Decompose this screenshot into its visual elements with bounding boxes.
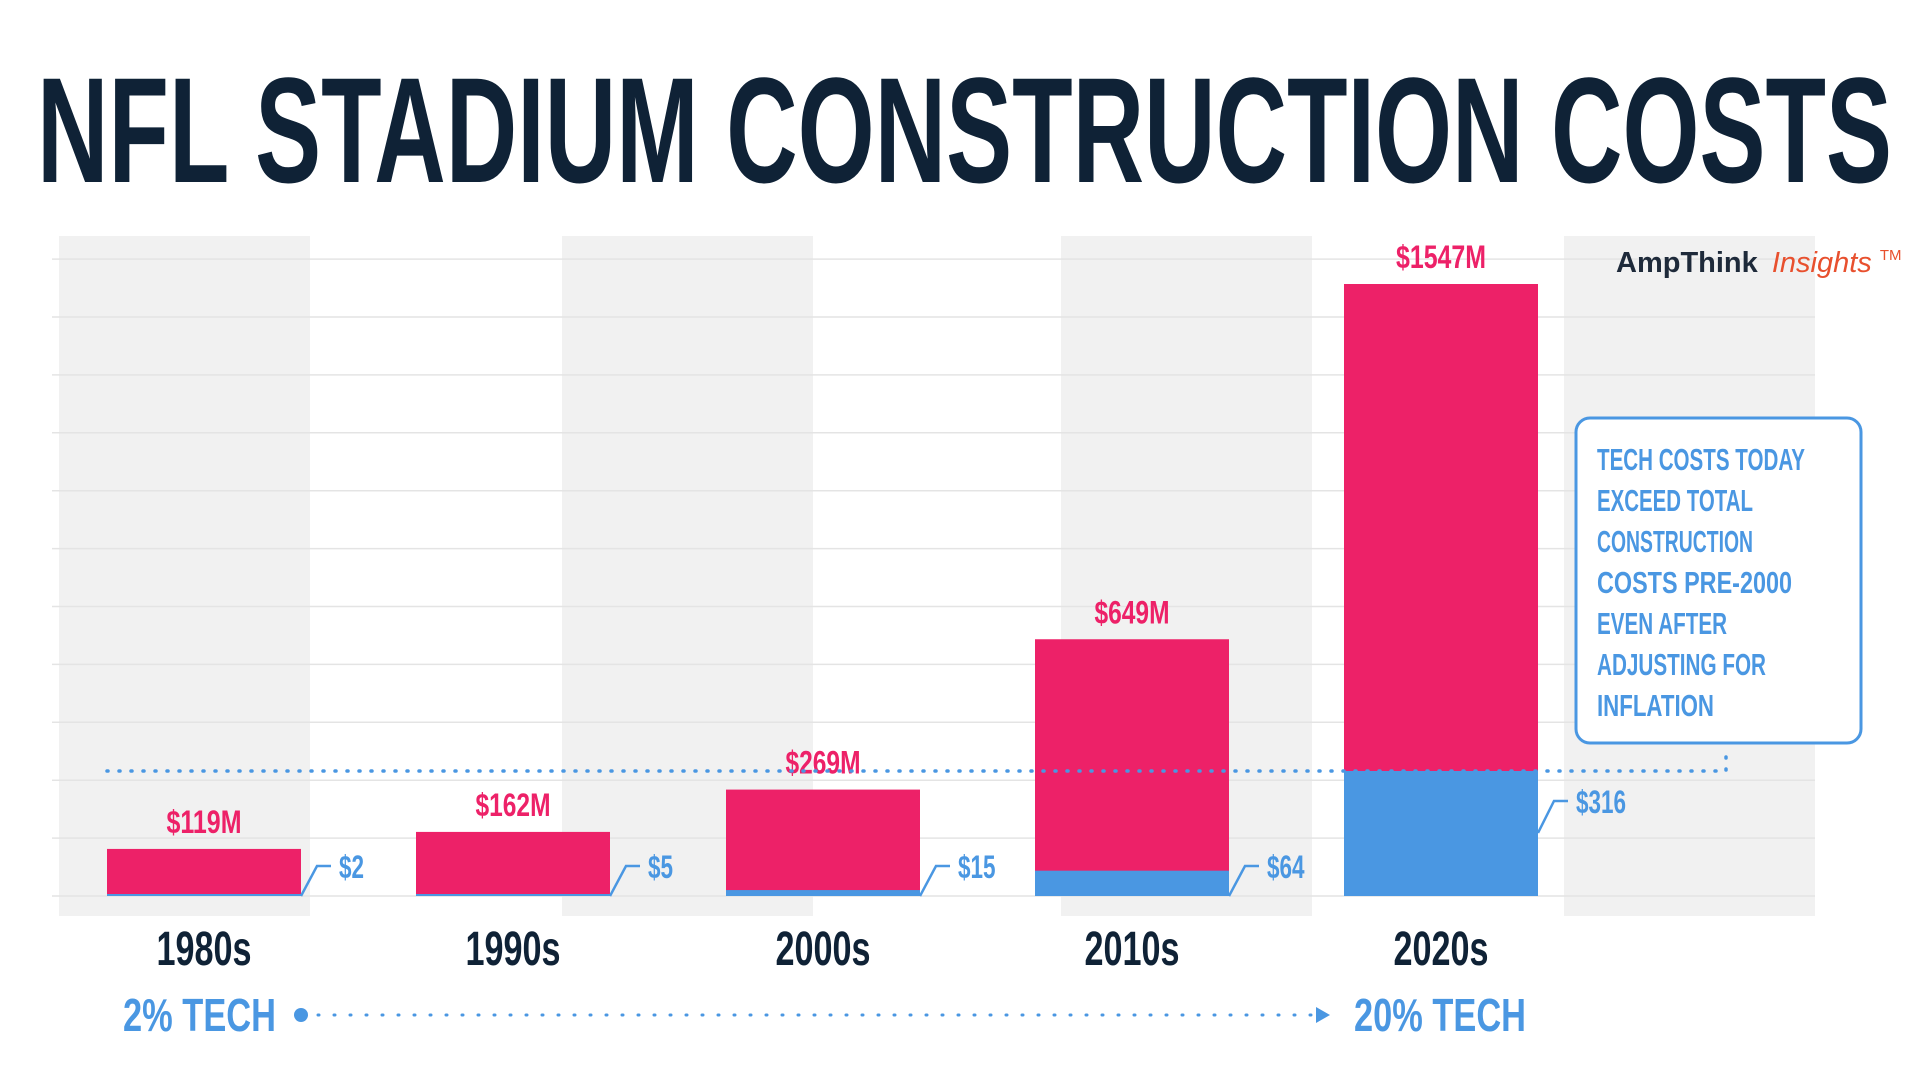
total-value-label: $269M (786, 745, 861, 781)
tech-leader-line (1536, 799, 1568, 834)
background-band (59, 236, 310, 916)
total-value-label: $649M (1095, 594, 1170, 630)
bar-group-2010s: $649M $64 2010s (1035, 594, 1305, 976)
callout-line: COSTS PRE-2000 (1597, 565, 1792, 600)
bar-group-1980s: $119M $2 1980s (107, 804, 364, 976)
bar-total (1035, 639, 1229, 896)
category-label: 1980s (157, 923, 252, 976)
bar-total (107, 848, 301, 896)
callout-line: CONSTRUCTION (1597, 524, 1753, 559)
callout-line: EVEN AFTER (1597, 606, 1727, 641)
category-label: 1990s (466, 923, 561, 976)
bar-tech (1344, 770, 1538, 896)
reference-line (105, 755, 1728, 773)
category-label: 2020s (1394, 923, 1489, 976)
total-value-label: $119M (167, 804, 242, 840)
tech-leader-line (608, 864, 640, 897)
bar-group-2020s: $1547M $316 2020s (1344, 239, 1626, 976)
category-label: 2000s (776, 923, 871, 976)
bar-tech (416, 894, 610, 896)
bar-group-2000s: $269M $15 2000s (726, 745, 996, 976)
tech-leader-line (918, 864, 950, 897)
tech-value-label: $5 (648, 849, 673, 885)
tech-share-footer: 2% TECH 20% TECH (123, 989, 1526, 1041)
callout-line: INFLATION (1597, 688, 1714, 723)
callout-line: ADJUSTING FOR (1597, 647, 1766, 682)
tech-value-label: $2 (339, 849, 364, 885)
logo-trademark: TM (1880, 247, 1902, 264)
logo: AmpThink Insights TM (1616, 247, 1902, 279)
callout-line: TECH COSTS TODAY (1597, 442, 1805, 477)
tech-leader-line (1227, 864, 1259, 897)
bar-tech (726, 890, 920, 896)
svg-text:AmpThink Insights: AmpThink Insights TM (1616, 247, 1902, 279)
bar-tech (1035, 870, 1229, 896)
page-title: NFL STADIUM CONSTRUCTION COSTS (37, 46, 1892, 214)
bar-total (726, 789, 920, 896)
bar-group-1990s: $162M $5 1990s (416, 787, 673, 976)
arrow-head-icon (1316, 1007, 1330, 1023)
tech-leader-line (299, 864, 331, 897)
logo-brand: AmpThink (1616, 247, 1759, 279)
category-label: 2010s (1085, 923, 1180, 976)
start-tech-label: 2% TECH (123, 989, 276, 1041)
logo-suffix: Insights (1772, 247, 1872, 279)
tech-value-label: $64 (1267, 849, 1305, 885)
end-tech-label: 20% TECH (1354, 989, 1526, 1041)
tech-value-label: $15 (958, 849, 996, 885)
callout-line: EXCEED TOTAL (1597, 483, 1753, 518)
bar-tech (107, 894, 301, 896)
start-dot (294, 1008, 308, 1022)
total-value-label: $162M (476, 787, 551, 823)
tech-value-label: $316 (1576, 784, 1626, 820)
bar-total (416, 831, 610, 896)
callout-box: TECH COSTS TODAY EXCEED TOTAL CONSTRUCTION… (1574, 416, 1863, 745)
total-value-label: $1547M (1396, 239, 1486, 275)
